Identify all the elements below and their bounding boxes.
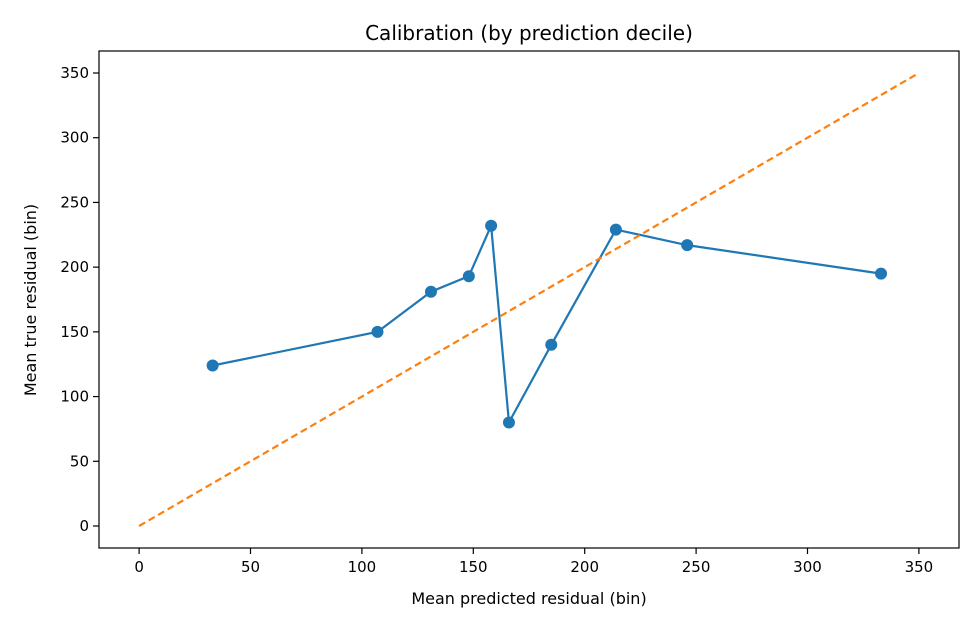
x-tick-label: 350 (905, 558, 934, 576)
calibration-point (424, 285, 437, 298)
y-tick-label: 350 (60, 64, 89, 82)
x-axis: 0 50 100 150 200 250 300 350 (134, 548, 933, 576)
x-tick-label: 50 (241, 558, 260, 576)
y-tick-label: 250 (60, 193, 89, 211)
y-axis: 0 50 100 150 200 250 300 350 (60, 64, 99, 535)
x-tick-label: 0 (134, 558, 144, 576)
x-tick-label: 100 (348, 558, 377, 576)
calibration-point (371, 325, 384, 338)
y-tick-label: 0 (79, 517, 89, 535)
calibration-point (545, 338, 558, 351)
plot-frame (98, 50, 960, 549)
x-tick-label: 150 (459, 558, 488, 576)
reference-diagonal-line (138, 72, 920, 527)
series-layer (138, 72, 920, 527)
calibration-line (212, 221, 882, 427)
y-tick-label: 300 (60, 129, 89, 147)
chart-title: Calibration (by prediction decile) (365, 21, 693, 45)
calibration-point (206, 359, 219, 372)
y-tick-label: 150 (60, 323, 89, 341)
calibration-point (609, 223, 622, 236)
y-tick-label: 50 (70, 452, 89, 470)
x-tick-label: 200 (570, 558, 599, 576)
x-tick-label: 250 (682, 558, 711, 576)
calibration-point (462, 270, 475, 283)
x-tick-label: 300 (793, 558, 822, 576)
y-tick-label: 200 (60, 258, 89, 276)
y-axis-label: Mean true residual (bin) (21, 204, 40, 396)
calibration-point (875, 267, 888, 280)
calibration-point (502, 416, 515, 429)
calibration-point (485, 219, 498, 232)
y-tick-label: 100 (60, 388, 89, 406)
x-axis-label: Mean predicted residual (bin) (411, 589, 646, 608)
calibration-point (681, 239, 694, 252)
